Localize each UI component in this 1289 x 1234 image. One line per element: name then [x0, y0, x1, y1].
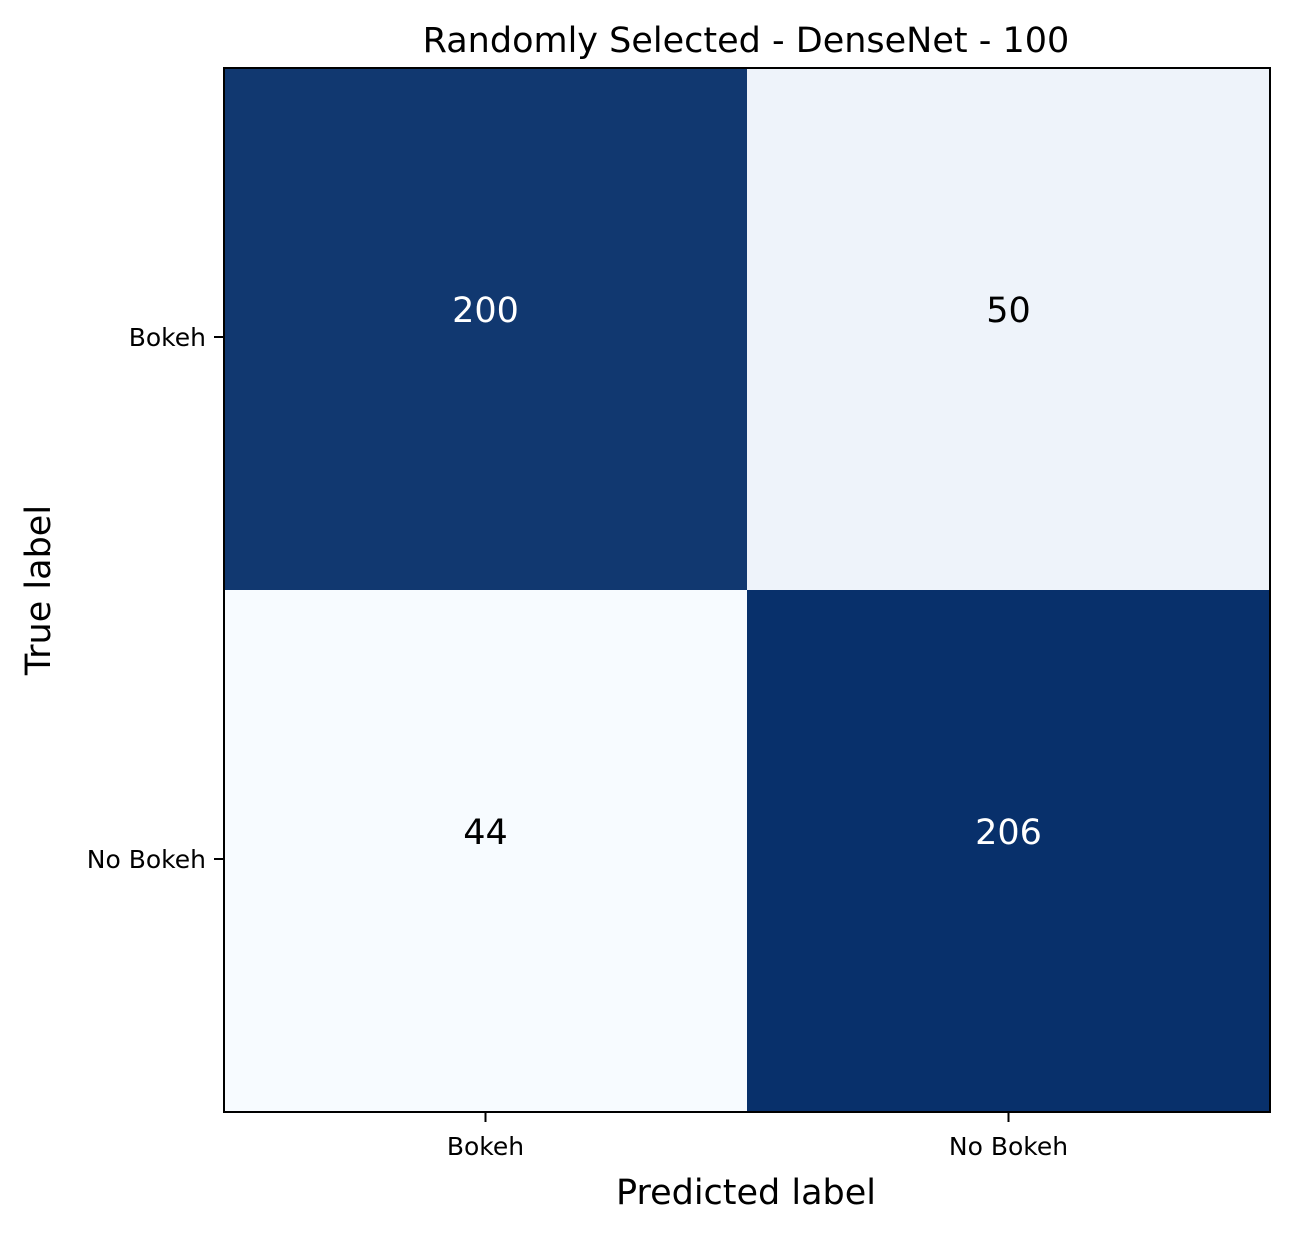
- x-tick-label: No Bokeh: [949, 1132, 1068, 1161]
- y-axis-label: True label: [19, 505, 59, 676]
- x-axis-ticks: Bokeh No Bokeh: [447, 1112, 1068, 1161]
- heatmap-cell: [747, 68, 1271, 591]
- cell-value-labels: 200 50 44 206: [452, 291, 1042, 853]
- cell-value-label: 50: [986, 291, 1031, 331]
- y-tick-label: No Bokeh: [87, 845, 206, 874]
- cell-value-label: 206: [975, 813, 1042, 853]
- chart-title: Randomly Selected - DenseNet - 100: [423, 21, 1070, 61]
- heatmap-cell: [224, 590, 748, 1113]
- plot-frame: [223, 67, 1271, 1113]
- y-tick-label: Bokeh: [129, 323, 206, 352]
- x-axis-label: Predicted label: [616, 1173, 876, 1213]
- x-tick-label: Bokeh: [447, 1132, 524, 1161]
- cell-value-label: 200: [452, 291, 519, 331]
- heatmap-cells: [224, 68, 1271, 1113]
- y-axis-ticks: Bokeh No Bokeh: [87, 323, 224, 874]
- cell-value-label: 44: [463, 813, 508, 853]
- heatmap-cell: [224, 68, 748, 591]
- heatmap-cell: [747, 590, 1271, 1113]
